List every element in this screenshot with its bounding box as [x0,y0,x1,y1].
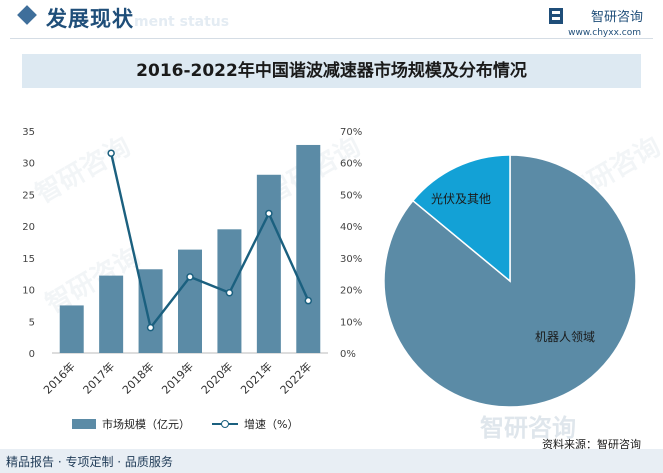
watermark-logo: 智研咨询 [480,414,576,442]
bar [138,269,163,353]
pie-slice-label: 机器人领域 [535,330,595,344]
x-axis-tick-label: 2021年 [238,359,275,396]
brand-url: www.chyxx.com [568,28,641,38]
right-axis-tick-label: 30% [340,254,362,265]
legend-label-market-size: 市场规模（亿元） [102,418,190,431]
right-axis-tick-label: 60% [340,159,362,170]
growth-point [107,149,115,157]
x-axis-tick-label: 2017年 [80,359,117,396]
right-axis-tick-label: 50% [340,190,362,201]
header-divider [10,38,653,39]
footer-bar: 精品报告 · 专项定制 · 品质服务 [0,449,663,473]
right-axis-tick-label: 20% [340,286,362,297]
bar [99,275,124,353]
page-subtitle-en: ment status [134,14,230,30]
growth-point [146,323,155,332]
legend-bar-swatch [72,419,96,429]
legend-label-growth: 增速（%） [244,418,299,431]
growth-line [109,152,310,329]
legend-line-swatch [212,420,238,428]
right-axis-tick-label: 40% [340,222,362,233]
growth-point [225,288,234,297]
bar [296,144,321,353]
x-axis-tick-label: 2019年 [159,359,196,396]
right-axis-tick-label: 70% [340,127,362,138]
x-axis-tick-label: 2022年 [277,359,314,396]
growth-point [186,273,194,281]
x-axis-tick-label: 2016年 [40,359,77,396]
source-note: 资料来源：智研咨询 [542,438,641,451]
growth-point [265,209,273,218]
chart-title-band: 2016-2022年中国谐波减速器市场规模及分布情况 [22,54,641,88]
bar [178,249,202,353]
left-axis-tick-label: 5 [29,317,35,328]
pie-slice-label: 光伏及其他 [431,192,491,206]
left-axis-tick-label: 0 [29,349,35,360]
bar [59,305,84,353]
left-axis-tick-label: 20 [22,222,35,233]
pie-slice [411,154,511,283]
left-axis-tick-label: 30 [22,159,35,170]
chart-title: 2016-2022年中国谐波减速器市场规模及分布情况 [136,61,527,81]
x-axis-tick-label: 2018年 [119,359,156,396]
brand-name: 智研咨询 [590,10,643,25]
right-axis-tick-label: 10% [340,317,362,328]
bar [256,174,281,353]
page-header: 发展现状 ment status [0,0,663,46]
brand-logo-icon [549,8,563,24]
footer-text: 精品报告 · 专项定制 · 品质服务 [6,455,173,469]
left-axis-tick-label: 25 [22,190,35,201]
left-axis-tick-label: 35 [22,127,35,138]
growth-point [304,296,313,305]
left-axis-tick-label: 15 [22,254,35,265]
x-axis-tick-label: 2020年 [198,359,235,396]
page-title: 发展现状 [46,7,134,31]
right-axis-tick-label: 0% [340,349,356,360]
left-axis-tick-label: 10 [22,286,35,297]
